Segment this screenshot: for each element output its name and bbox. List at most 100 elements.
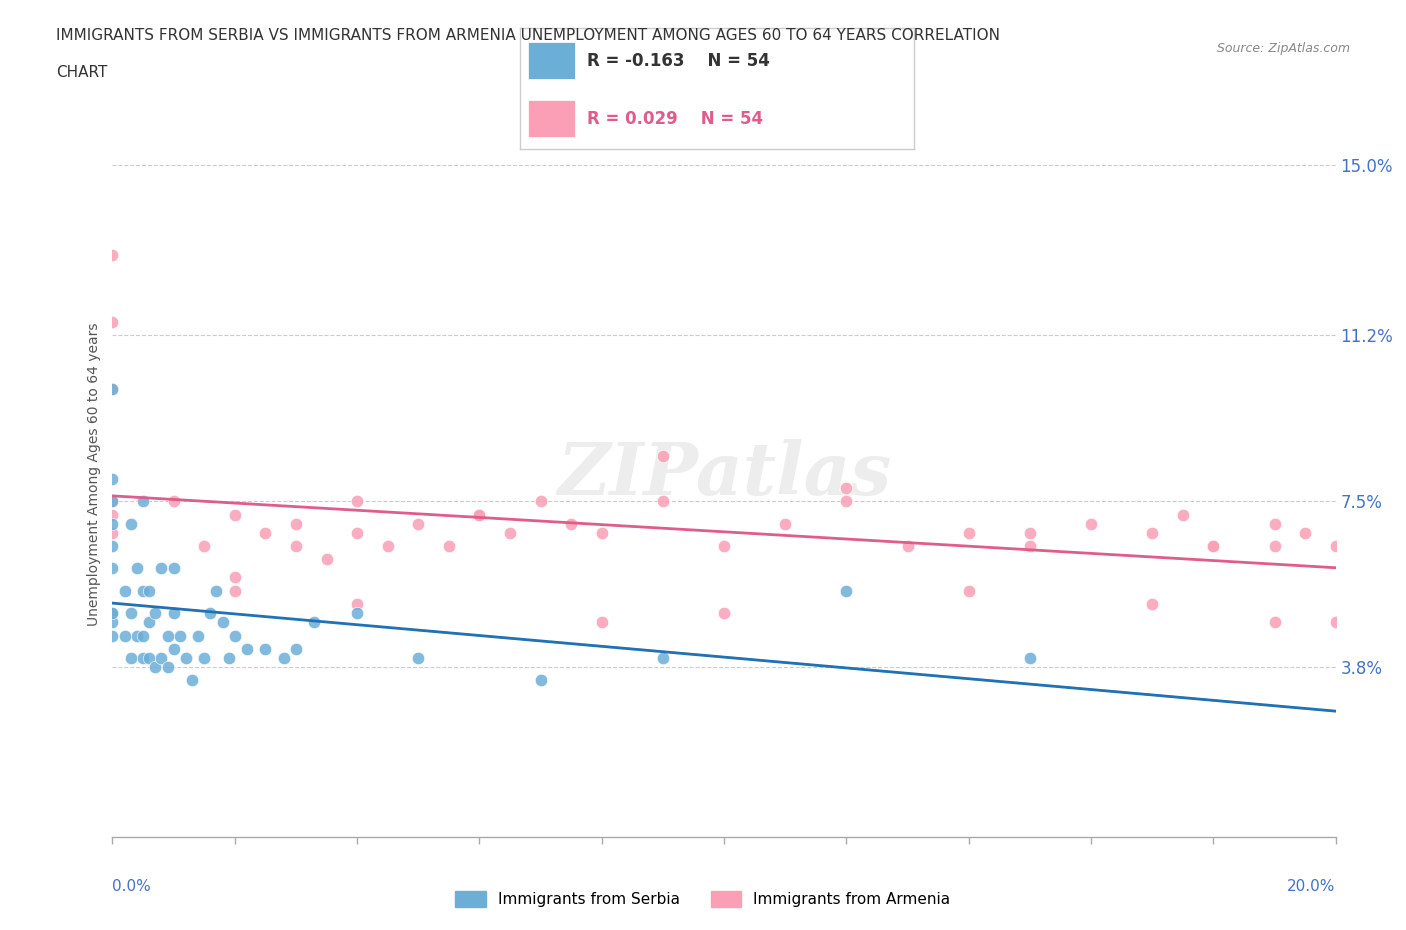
Text: R = 0.029    N = 54: R = 0.029 N = 54 [588,110,763,127]
Point [254,525,277,540]
Point [284,538,308,553]
Point [284,516,308,531]
Point [284,642,308,657]
Point [156,628,179,643]
Point [224,583,246,598]
Point [346,525,368,540]
Point [205,583,228,598]
Point [1018,525,1040,540]
Text: 0.0%: 0.0% [112,879,152,894]
Point [125,561,148,576]
Point [468,507,491,522]
Point [120,650,142,665]
Text: R = -0.163    N = 54: R = -0.163 N = 54 [588,51,770,70]
Point [101,472,124,486]
Point [1142,597,1164,612]
Point [174,650,197,665]
Point [499,525,522,540]
Point [897,538,920,553]
Point [437,538,460,553]
Point [181,672,204,687]
Text: 20.0%: 20.0% [1288,879,1336,894]
Point [713,538,735,553]
Point [591,525,613,540]
Point [468,507,491,522]
Text: IMMIGRANTS FROM SERBIA VS IMMIGRANTS FROM ARMENIA UNEMPLOYMENT AMONG AGES 60 TO : IMMIGRANTS FROM SERBIA VS IMMIGRANTS FRO… [56,28,1000,43]
Text: CHART: CHART [56,65,108,80]
Point [120,516,142,531]
Point [163,605,186,620]
Point [150,561,173,576]
Point [138,650,160,665]
Point [132,650,155,665]
Point [101,507,124,522]
Point [132,583,155,598]
Point [101,314,124,329]
Point [652,494,675,509]
Point [254,642,277,657]
Point [114,583,136,598]
Point [101,516,124,531]
Point [101,382,124,397]
Point [1264,615,1286,630]
Legend: Immigrants from Serbia, Immigrants from Armenia: Immigrants from Serbia, Immigrants from … [450,884,956,913]
Point [101,494,124,509]
Point [346,605,368,620]
Point [1202,538,1225,553]
Point [101,628,124,643]
Point [775,516,797,531]
Point [1202,538,1225,553]
Point [218,650,240,665]
FancyBboxPatch shape [529,100,575,137]
Point [530,672,553,687]
Point [224,628,246,643]
Point [224,507,246,522]
Point [560,516,582,531]
Point [1324,538,1347,553]
Point [652,449,675,464]
Point [1264,538,1286,553]
Point [101,605,124,620]
Point [101,561,124,576]
Point [957,583,980,598]
Point [315,551,337,566]
Point [273,650,295,665]
Point [408,650,430,665]
Point [1264,516,1286,531]
Point [187,628,209,643]
Point [193,538,215,553]
Point [132,628,155,643]
Point [163,642,186,657]
Point [101,247,124,262]
Text: ZIPatlas: ZIPatlas [557,439,891,510]
Point [211,615,233,630]
Point [591,615,613,630]
Point [1018,650,1040,665]
Point [193,650,215,665]
Point [713,605,735,620]
Point [1018,538,1040,553]
Point [101,382,124,397]
Point [530,494,553,509]
Point [1171,507,1194,522]
Point [101,538,124,553]
Point [377,538,399,553]
Point [143,659,166,674]
Point [138,615,160,630]
Point [163,494,186,509]
Point [101,494,124,509]
Point [835,494,858,509]
Point [156,659,179,674]
Point [150,650,173,665]
Y-axis label: Unemployment Among Ages 60 to 64 years: Unemployment Among Ages 60 to 64 years [87,323,101,626]
Point [304,615,326,630]
Point [101,525,124,540]
Point [101,494,124,509]
Point [835,583,858,598]
Point [132,494,155,509]
Point [125,628,148,643]
Point [101,615,124,630]
Point [101,605,124,620]
FancyBboxPatch shape [529,43,575,79]
Point [346,494,368,509]
